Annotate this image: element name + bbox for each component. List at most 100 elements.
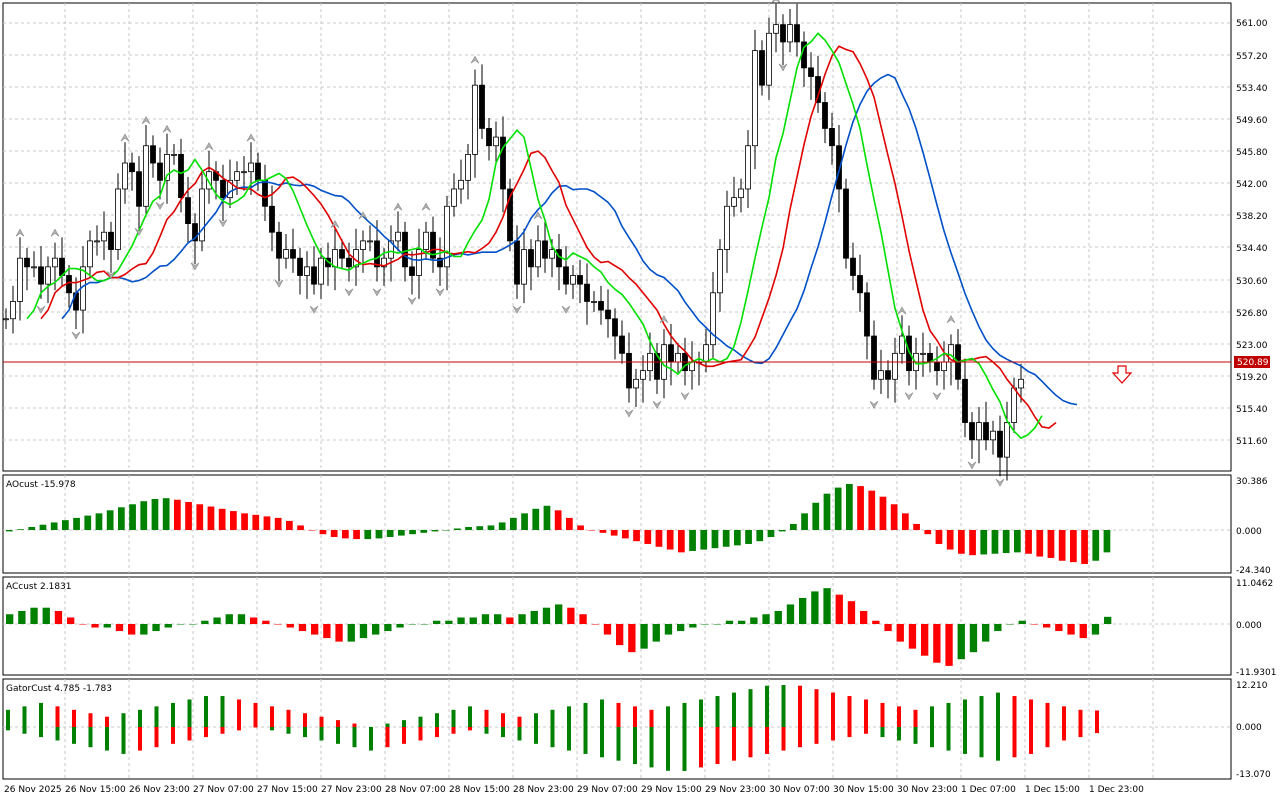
gator-lower-bar: [484, 727, 489, 734]
ao-bar: [185, 501, 192, 530]
fractal-up-icon: [15, 228, 25, 237]
ao-bar: [398, 530, 405, 536]
candle: [542, 240, 548, 259]
ao-bar: [1058, 530, 1066, 561]
gator-lower-bar: [171, 727, 175, 744]
candle: [983, 422, 989, 441]
ao-bar: [980, 530, 988, 555]
candle: [591, 301, 597, 303]
gator-upper-bar: [517, 716, 522, 727]
gator-upper-bar: [814, 689, 819, 727]
gator-lower-bar: [534, 727, 538, 744]
gator-lower-bar: [765, 727, 769, 754]
ac-bar: [530, 610, 538, 624]
gator-upper-bar: [385, 723, 390, 727]
ac-bar: [506, 617, 514, 624]
ac-bar: [1079, 624, 1087, 639]
candle: [843, 188, 849, 259]
gator-lower-bar: [468, 727, 472, 731]
ac-bar: [79, 624, 87, 625]
candle: [444, 205, 450, 268]
ac-bar: [701, 624, 709, 625]
candle: [864, 292, 870, 337]
y-tick: 549.60: [1236, 116, 1268, 126]
gator-upper-bar: [930, 706, 934, 727]
gator-upper-bar: [1045, 702, 1050, 727]
gator-y-tick-max: 12.210: [1236, 681, 1268, 691]
ao-bar: [319, 530, 327, 535]
candle: [451, 188, 457, 207]
ac-bar: [567, 607, 575, 624]
gator-upper-bar: [781, 685, 786, 727]
ac-bar: [518, 614, 526, 624]
gator-lower-bar: [1078, 727, 1083, 738]
gator-upper-bar: [204, 696, 208, 727]
ao-bar: [823, 493, 831, 530]
candle: [458, 179, 464, 190]
main-pane-frame: [2, 2, 1232, 472]
candle: [920, 352, 926, 355]
gator-upper-bar: [22, 706, 27, 727]
ao-bar: [1025, 530, 1032, 554]
fractal-down-icon: [932, 392, 942, 401]
x-tick: 30 Nov 23:00: [897, 785, 958, 795]
candle: [38, 266, 44, 285]
candle: [577, 275, 583, 285]
candle: [367, 240, 373, 243]
gator-lower-bar: [1062, 727, 1066, 741]
ao-bar: [666, 530, 674, 550]
ao-y-tick-min: -24.340: [1236, 566, 1271, 576]
ao-bar: [39, 524, 47, 530]
gator-upper-bar: [798, 685, 802, 727]
ac-bar: [542, 607, 551, 624]
gator-upper-bar: [72, 709, 76, 727]
ac-bar: [420, 624, 429, 625]
gator-upper-bar: [649, 709, 654, 727]
gator-lower-bar: [154, 727, 159, 748]
fractal-up-icon: [946, 315, 956, 323]
ao-bar: [857, 486, 864, 530]
fractal-up-icon: [141, 116, 151, 125]
ao-bar: [577, 525, 584, 530]
candle: [437, 257, 443, 268]
candle: [143, 145, 149, 207]
ac-bar: [945, 624, 953, 666]
ao-bar: [308, 530, 316, 531]
candle: [626, 352, 632, 389]
candle: [10, 301, 16, 320]
gator-lower-bar: [352, 727, 357, 748]
ao-label: AOcust -15.978: [6, 480, 76, 490]
ao-bar: [230, 511, 237, 530]
ac-bar: [750, 617, 758, 624]
ao-bar: [532, 508, 540, 530]
fractal-down-icon: [680, 392, 690, 401]
gator-upper-bar: [897, 706, 901, 727]
ao-bar: [722, 530, 730, 547]
ao-bar: [263, 516, 271, 530]
ao-bar: [890, 504, 898, 530]
candle: [878, 370, 884, 380]
gator-upper-bar: [402, 720, 406, 727]
candle: [906, 335, 912, 372]
ac-bar: [335, 624, 343, 642]
candle: [87, 240, 93, 268]
ao-histogram: [6, 483, 1111, 564]
candle: [507, 188, 513, 242]
ac-bar: [689, 624, 697, 628]
ao-bar: [790, 523, 797, 530]
x-tick: 29 Nov 07:00: [577, 785, 638, 795]
candle: [780, 24, 786, 43]
ao-bar: [700, 530, 708, 550]
gator-lower-bar: [831, 727, 835, 741]
candle: [423, 231, 429, 250]
ao-bar: [95, 513, 103, 530]
gator-lower-bar: [979, 727, 984, 758]
gator-lower-bar: [418, 727, 423, 741]
candle: [794, 24, 800, 43]
ac-bar: [164, 624, 172, 628]
ac-bar: [372, 624, 380, 635]
gator-upper-bar: [1012, 696, 1017, 727]
ao-bar: [476, 526, 484, 530]
